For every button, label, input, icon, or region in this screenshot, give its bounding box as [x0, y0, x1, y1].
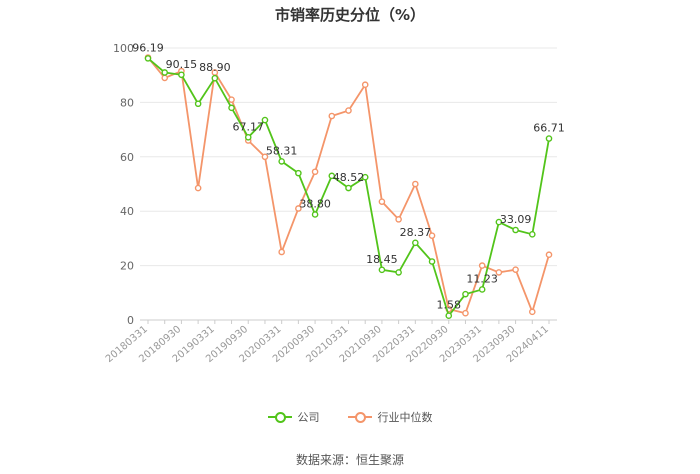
chart-legend: 公司 行业中位数: [0, 409, 700, 425]
company-data-point: [361, 173, 369, 181]
industry-median-data-point: [378, 198, 386, 205]
company-data-point: [445, 312, 453, 320]
company-data-label: 96.19: [132, 41, 164, 54]
industry-median-data-point: [528, 308, 536, 316]
company-data-point: [395, 269, 402, 276]
company-data-point: [261, 116, 269, 124]
company-data-point: [328, 172, 336, 180]
industry-median-data-point: [161, 74, 169, 82]
company-data-label: 33.09: [500, 213, 532, 226]
company-data-point: [528, 231, 536, 238]
data-source: 数据来源：恒生聚源: [295, 453, 404, 467]
company-data-label: 66.71: [533, 122, 565, 135]
company-data-point: [428, 258, 436, 265]
company-data-point: [194, 100, 202, 108]
industry-median-data-point: [311, 168, 319, 176]
company-data-label: 48.52: [333, 171, 365, 184]
company-data-point: [295, 169, 302, 177]
company-data-point: [378, 266, 386, 274]
company-data-label: 38.80: [299, 197, 331, 210]
company-data-label: 67.17: [233, 120, 265, 133]
industry-median-data-point: [328, 112, 336, 120]
industry-median-data-point: [228, 96, 235, 103]
industry-median-data-point: [261, 153, 269, 161]
industry-median-data-point: [412, 180, 419, 188]
company-data-point: [345, 184, 352, 192]
industry-median-data-point: [361, 81, 369, 89]
legend-swatch-industry-median: [347, 411, 372, 423]
company-data-label: 1.58: [437, 299, 462, 312]
legend-label-industry-median: 行业中位数: [377, 411, 433, 424]
legend-label-company: 公司: [297, 411, 320, 424]
y-tick-label: 0: [127, 314, 134, 327]
industry-median-data-point: [512, 266, 519, 273]
legend-item-company[interactable]: 公司: [267, 409, 320, 425]
y-tick-label: 80: [120, 96, 134, 109]
company-data-point: [545, 135, 553, 142]
y-tick-label: 60: [120, 151, 134, 164]
company-data-label: 18.45: [366, 253, 398, 266]
industry-median-data-point: [395, 216, 402, 223]
legend-swatch-company: [267, 411, 292, 423]
company-data-point: [161, 69, 169, 76]
company-data-point: [144, 55, 152, 62]
industry-median-data-point: [545, 251, 553, 259]
company-data-point: [211, 74, 219, 82]
industry-median-data-point: [495, 269, 503, 276]
industry-median-data-point: [345, 107, 352, 114]
company-data-label: 90.15: [166, 58, 198, 71]
y-tick-label: 100: [113, 42, 134, 55]
company-data-point: [462, 290, 469, 298]
industry-median-data-point: [428, 232, 436, 239]
industry-median-data-point: [278, 248, 285, 256]
company-data-point: [278, 158, 285, 165]
industry-median-data-point: [478, 262, 486, 269]
industry-median-data-point: [295, 205, 302, 212]
company-data-point: [512, 226, 519, 234]
company-data-point: [178, 71, 185, 79]
company-data-point: [244, 133, 252, 141]
company-data-point: [412, 239, 419, 247]
y-tick-label: 20: [120, 260, 134, 273]
chart-title: 市销率历史分位（%）: [274, 6, 426, 24]
y-tick-label: 40: [120, 205, 134, 218]
company-data-point: [311, 211, 319, 218]
legend-item-industry-median[interactable]: 行业中位数: [347, 409, 433, 425]
industry-median-data-point: [194, 184, 202, 192]
company-data-label: 58.31: [266, 144, 298, 157]
company-data-label: 11.23: [466, 272, 498, 285]
company-data-label: 28.37: [400, 226, 432, 239]
company-data-point: [478, 286, 486, 293]
industry-median-data-point: [462, 309, 469, 317]
company-data-point: [228, 104, 235, 112]
company-data-label: 88.90: [199, 61, 231, 74]
company-data-point: [495, 218, 503, 226]
